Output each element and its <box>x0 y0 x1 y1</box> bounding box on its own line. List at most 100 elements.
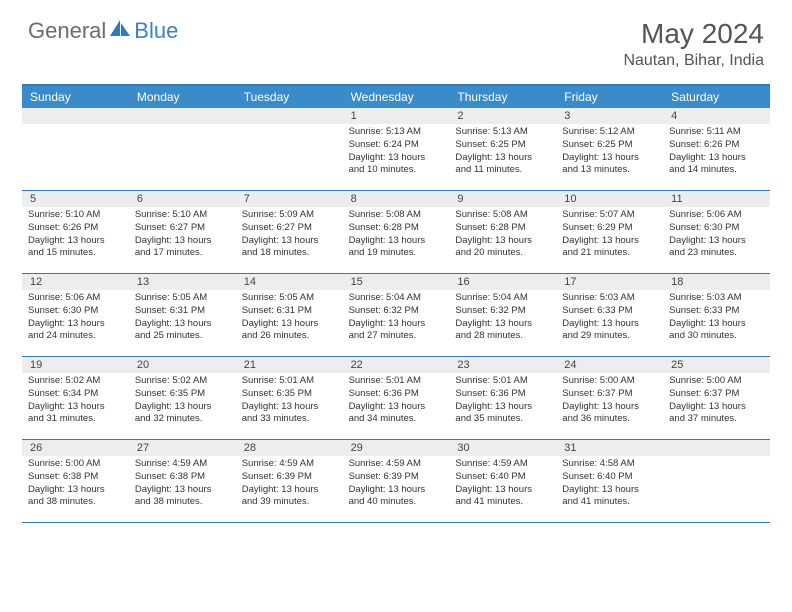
day-content: Sunrise: 5:00 AMSunset: 6:37 PMDaylight:… <box>556 373 663 430</box>
day-header-sunday: Sunday <box>22 86 129 108</box>
day-number: 30 <box>449 440 556 456</box>
week-row: 1Sunrise: 5:13 AMSunset: 6:24 PMDaylight… <box>22 108 770 191</box>
day-number: 25 <box>663 357 770 373</box>
day-number: 2 <box>449 108 556 124</box>
day-cell: 17Sunrise: 5:03 AMSunset: 6:33 PMDayligh… <box>556 274 663 356</box>
day-content: Sunrise: 4:59 AMSunset: 6:39 PMDaylight:… <box>343 456 450 513</box>
day-number: 23 <box>449 357 556 373</box>
day-cell <box>663 440 770 522</box>
day-cell: 19Sunrise: 5:02 AMSunset: 6:34 PMDayligh… <box>22 357 129 439</box>
day-cell: 21Sunrise: 5:01 AMSunset: 6:35 PMDayligh… <box>236 357 343 439</box>
day-cell: 13Sunrise: 5:05 AMSunset: 6:31 PMDayligh… <box>129 274 236 356</box>
day-number: 8 <box>343 191 450 207</box>
day-content: Sunrise: 5:13 AMSunset: 6:25 PMDaylight:… <box>449 124 556 181</box>
day-content: Sunrise: 5:08 AMSunset: 6:28 PMDaylight:… <box>449 207 556 264</box>
day-number: 18 <box>663 274 770 290</box>
day-content: Sunrise: 5:01 AMSunset: 6:36 PMDaylight:… <box>343 373 450 430</box>
day-number: 17 <box>556 274 663 290</box>
day-number: 24 <box>556 357 663 373</box>
day-cell <box>129 108 236 190</box>
day-cell: 8Sunrise: 5:08 AMSunset: 6:28 PMDaylight… <box>343 191 450 273</box>
day-content: Sunrise: 5:05 AMSunset: 6:31 PMDaylight:… <box>236 290 343 347</box>
weeks-container: 1Sunrise: 5:13 AMSunset: 6:24 PMDaylight… <box>22 108 770 523</box>
day-number: 10 <box>556 191 663 207</box>
day-cell: 15Sunrise: 5:04 AMSunset: 6:32 PMDayligh… <box>343 274 450 356</box>
day-content: Sunrise: 5:06 AMSunset: 6:30 PMDaylight:… <box>663 207 770 264</box>
day-number: 14 <box>236 274 343 290</box>
day-cell: 25Sunrise: 5:00 AMSunset: 6:37 PMDayligh… <box>663 357 770 439</box>
day-cell: 20Sunrise: 5:02 AMSunset: 6:35 PMDayligh… <box>129 357 236 439</box>
day-content: Sunrise: 5:03 AMSunset: 6:33 PMDaylight:… <box>663 290 770 347</box>
day-number <box>236 108 343 124</box>
day-number: 29 <box>343 440 450 456</box>
day-number: 4 <box>663 108 770 124</box>
day-cell: 23Sunrise: 5:01 AMSunset: 6:36 PMDayligh… <box>449 357 556 439</box>
day-content: Sunrise: 5:12 AMSunset: 6:25 PMDaylight:… <box>556 124 663 181</box>
day-content: Sunrise: 5:07 AMSunset: 6:29 PMDaylight:… <box>556 207 663 264</box>
day-number: 26 <box>22 440 129 456</box>
page-header: General Blue May 2024 Nautan, Bihar, Ind… <box>0 0 792 78</box>
day-number <box>22 108 129 124</box>
day-cell: 29Sunrise: 4:59 AMSunset: 6:39 PMDayligh… <box>343 440 450 522</box>
day-content: Sunrise: 5:04 AMSunset: 6:32 PMDaylight:… <box>343 290 450 347</box>
day-number: 7 <box>236 191 343 207</box>
week-row: 19Sunrise: 5:02 AMSunset: 6:34 PMDayligh… <box>22 357 770 440</box>
day-cell: 18Sunrise: 5:03 AMSunset: 6:33 PMDayligh… <box>663 274 770 356</box>
day-content: Sunrise: 5:11 AMSunset: 6:26 PMDaylight:… <box>663 124 770 181</box>
day-cell: 11Sunrise: 5:06 AMSunset: 6:30 PMDayligh… <box>663 191 770 273</box>
day-number: 31 <box>556 440 663 456</box>
day-cell: 7Sunrise: 5:09 AMSunset: 6:27 PMDaylight… <box>236 191 343 273</box>
day-cell: 6Sunrise: 5:10 AMSunset: 6:27 PMDaylight… <box>129 191 236 273</box>
day-content: Sunrise: 5:08 AMSunset: 6:28 PMDaylight:… <box>343 207 450 264</box>
day-number <box>129 108 236 124</box>
day-content: Sunrise: 4:59 AMSunset: 6:38 PMDaylight:… <box>129 456 236 513</box>
day-number: 6 <box>129 191 236 207</box>
logo-text-general: General <box>28 18 106 44</box>
day-number: 13 <box>129 274 236 290</box>
week-row: 12Sunrise: 5:06 AMSunset: 6:30 PMDayligh… <box>22 274 770 357</box>
day-content: Sunrise: 5:10 AMSunset: 6:27 PMDaylight:… <box>129 207 236 264</box>
day-header-wednesday: Wednesday <box>343 86 450 108</box>
day-number: 9 <box>449 191 556 207</box>
day-cell: 24Sunrise: 5:00 AMSunset: 6:37 PMDayligh… <box>556 357 663 439</box>
day-cell: 14Sunrise: 5:05 AMSunset: 6:31 PMDayligh… <box>236 274 343 356</box>
day-cell: 16Sunrise: 5:04 AMSunset: 6:32 PMDayligh… <box>449 274 556 356</box>
day-number: 15 <box>343 274 450 290</box>
day-cell: 1Sunrise: 5:13 AMSunset: 6:24 PMDaylight… <box>343 108 450 190</box>
day-content: Sunrise: 5:05 AMSunset: 6:31 PMDaylight:… <box>129 290 236 347</box>
day-cell: 12Sunrise: 5:06 AMSunset: 6:30 PMDayligh… <box>22 274 129 356</box>
day-number: 22 <box>343 357 450 373</box>
day-number: 20 <box>129 357 236 373</box>
logo-text-blue: Blue <box>134 18 178 44</box>
day-cell: 10Sunrise: 5:07 AMSunset: 6:29 PMDayligh… <box>556 191 663 273</box>
day-number: 21 <box>236 357 343 373</box>
day-number: 19 <box>22 357 129 373</box>
day-number: 1 <box>343 108 450 124</box>
day-cell <box>22 108 129 190</box>
title-block: May 2024 Nautan, Bihar, India <box>623 18 764 70</box>
week-row: 5Sunrise: 5:10 AMSunset: 6:26 PMDaylight… <box>22 191 770 274</box>
day-cell: 3Sunrise: 5:12 AMSunset: 6:25 PMDaylight… <box>556 108 663 190</box>
week-row: 26Sunrise: 5:00 AMSunset: 6:38 PMDayligh… <box>22 440 770 523</box>
day-content: Sunrise: 5:06 AMSunset: 6:30 PMDaylight:… <box>22 290 129 347</box>
day-number: 28 <box>236 440 343 456</box>
logo-sail-icon <box>110 20 132 43</box>
day-number: 16 <box>449 274 556 290</box>
day-cell: 28Sunrise: 4:59 AMSunset: 6:39 PMDayligh… <box>236 440 343 522</box>
calendar: SundayMondayTuesdayWednesdayThursdayFrid… <box>22 84 770 523</box>
day-cell: 9Sunrise: 5:08 AMSunset: 6:28 PMDaylight… <box>449 191 556 273</box>
day-content: Sunrise: 5:03 AMSunset: 6:33 PMDaylight:… <box>556 290 663 347</box>
day-content: Sunrise: 5:04 AMSunset: 6:32 PMDaylight:… <box>449 290 556 347</box>
day-cell: 31Sunrise: 4:58 AMSunset: 6:40 PMDayligh… <box>556 440 663 522</box>
day-cell: 22Sunrise: 5:01 AMSunset: 6:36 PMDayligh… <box>343 357 450 439</box>
day-number: 11 <box>663 191 770 207</box>
day-number <box>663 440 770 456</box>
day-cell: 2Sunrise: 5:13 AMSunset: 6:25 PMDaylight… <box>449 108 556 190</box>
day-cell: 27Sunrise: 4:59 AMSunset: 6:38 PMDayligh… <box>129 440 236 522</box>
day-content: Sunrise: 4:59 AMSunset: 6:40 PMDaylight:… <box>449 456 556 513</box>
day-number: 3 <box>556 108 663 124</box>
day-header-row: SundayMondayTuesdayWednesdayThursdayFrid… <box>22 86 770 108</box>
day-content: Sunrise: 4:58 AMSunset: 6:40 PMDaylight:… <box>556 456 663 513</box>
day-header-monday: Monday <box>129 86 236 108</box>
day-content: Sunrise: 5:13 AMSunset: 6:24 PMDaylight:… <box>343 124 450 181</box>
